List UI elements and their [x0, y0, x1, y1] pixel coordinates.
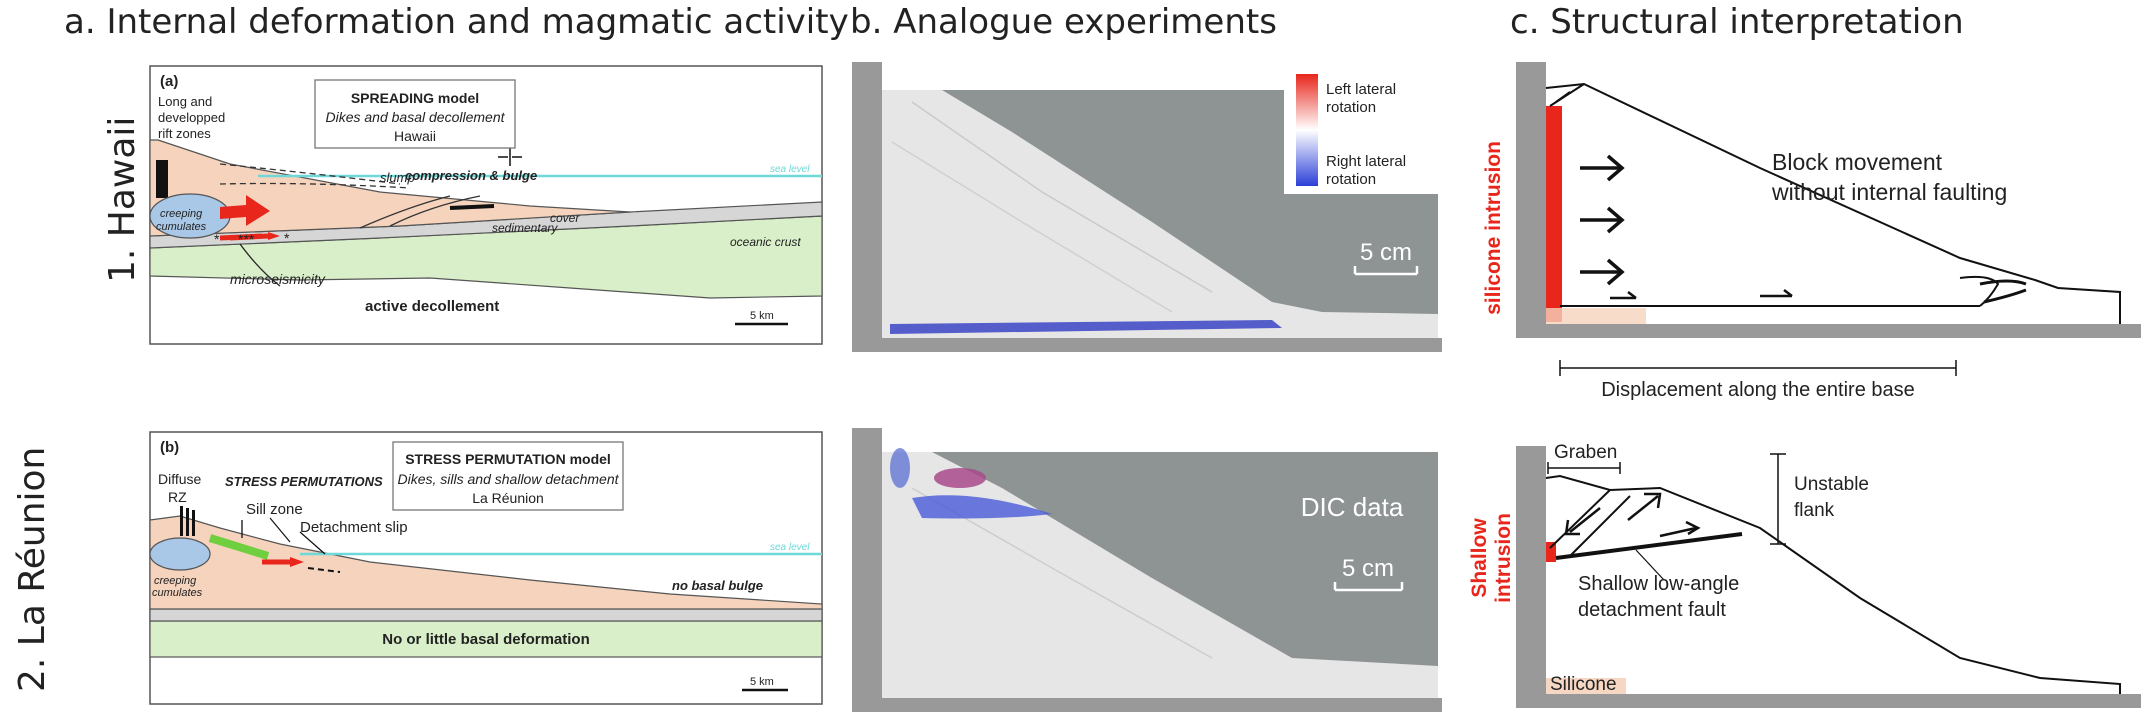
a1-oceanic-crust: oceanic crust — [730, 235, 801, 249]
b2-scale: 5 cm — [1342, 555, 1394, 582]
panel-c2-reunion-interpretation: Shallow intrusion Graben Unstable flank … — [1468, 442, 2141, 708]
c1-block-label-1: Block movement — [1772, 149, 1943, 175]
c2-side-label-2: intrusion — [1492, 513, 1515, 603]
a2-model-title: STRESS PERMUTATION model — [405, 451, 611, 467]
a1-panel-tag: (a) — [160, 73, 178, 90]
c2-fault-1: Shallow low-angle — [1578, 573, 1739, 595]
c2-unstable-1: Unstable — [1794, 474, 1869, 495]
a2-creeping-1: creeping — [154, 575, 197, 587]
a2-sea-level: sea level — [770, 542, 810, 553]
row-label-la-reunion: 2. La Réunion — [12, 446, 53, 692]
a1-creeping-2: cumulates — [156, 221, 207, 233]
a2-creeping-2: cumulates — [152, 587, 203, 599]
a1-microseismicity: microseismicity — [230, 271, 326, 287]
panel-c1-hawaii-interpretation: silicone intrusion Block movement withou… — [1482, 62, 2141, 401]
a2-panel-tag: (b) — [160, 439, 179, 456]
a1-rift-label-1: Long and — [158, 94, 212, 109]
a2-no-basal-deformation: No or little basal deformation — [382, 631, 590, 648]
a1-compression: compression & bulge — [405, 168, 537, 183]
a1-model-title: SPREADING model — [351, 90, 479, 106]
c2-side-label-1: Shallow — [1468, 518, 1491, 598]
a1-rift-label-2: developped — [158, 110, 225, 125]
b1-scale: 5 cm — [1360, 239, 1412, 266]
a1-active-decollement: active decollement — [365, 298, 499, 315]
c1-displacement: Displacement along the entire base — [1601, 379, 1915, 401]
panel-b2-reunion-experiment: DIC data 5 cm — [852, 428, 1442, 712]
column-title-b: b. Analogue experiments — [850, 2, 1277, 42]
c1-side-label: silicone intrusion — [1482, 141, 1505, 315]
a2-no-basal-bulge: no basal bulge — [672, 578, 763, 593]
a2-sill-zone: Sill zone — [246, 501, 303, 518]
c1-block-label-2: without internal faulting — [1771, 179, 2007, 205]
panel-b1-hawaii-experiment: Left lateral rotation Right lateral rota… — [852, 62, 1442, 352]
a2-stress-permutations: STRESS PERMUTATIONS — [225, 474, 383, 489]
a2-scale: 5 km — [750, 676, 774, 688]
panel-a2-reunion-section: (b) STRESS PERMUTATION model Dikes, sill… — [149, 431, 823, 705]
b1-legend-left-2: rotation — [1326, 99, 1376, 116]
column-title-a: a. Internal deformation and magmatic act… — [64, 2, 849, 42]
b1-legend-right-1: Right lateral — [1326, 153, 1406, 170]
a1-sedimentary: sedimentary — [492, 221, 558, 235]
b2-dic-data: DIC data — [1301, 492, 1404, 522]
c2-fault-2: detachment fault — [1578, 599, 1726, 621]
column-title-c: c. Structural interpretation — [1510, 2, 1964, 42]
a1-cover: cover — [550, 211, 580, 225]
a1-model-location: Hawaii — [394, 128, 436, 144]
c2-silicone: Silicone — [1550, 674, 1617, 695]
c2-graben: Graben — [1554, 442, 1617, 463]
row-label-hawaii: 1. Hawaii — [102, 116, 143, 283]
b1-legend-right-2: rotation — [1326, 171, 1376, 188]
a1-star-left: * — [214, 231, 220, 247]
a2-diffuse: Diffuse — [158, 471, 202, 487]
a1-stars: *** — [238, 231, 255, 247]
a1-model-subtitle: Dikes and basal decollement — [326, 109, 506, 125]
a2-model-subtitle: Dikes, sills and shallow detachment — [398, 471, 620, 487]
c2-unstable-2: flank — [1794, 500, 1835, 521]
b1-legend-left-1: Left lateral — [1326, 81, 1396, 98]
a1-scale: 5 km — [750, 310, 774, 322]
a2-model-location: La Réunion — [472, 490, 544, 506]
a2-detachment-slip: Detachment slip — [300, 519, 408, 536]
a1-star-right: * — [284, 230, 290, 246]
a1-creeping-1: creeping — [160, 208, 203, 220]
a1-sea-level: sea level — [770, 164, 810, 175]
a1-rift-label-3: rift zones — [158, 126, 211, 141]
a2-rz: RZ — [168, 489, 187, 505]
panel-a1-hawaii-section: (a) SPREADING model Dikes and basal deco… — [149, 65, 823, 345]
a1-slump: slump — [380, 170, 415, 185]
